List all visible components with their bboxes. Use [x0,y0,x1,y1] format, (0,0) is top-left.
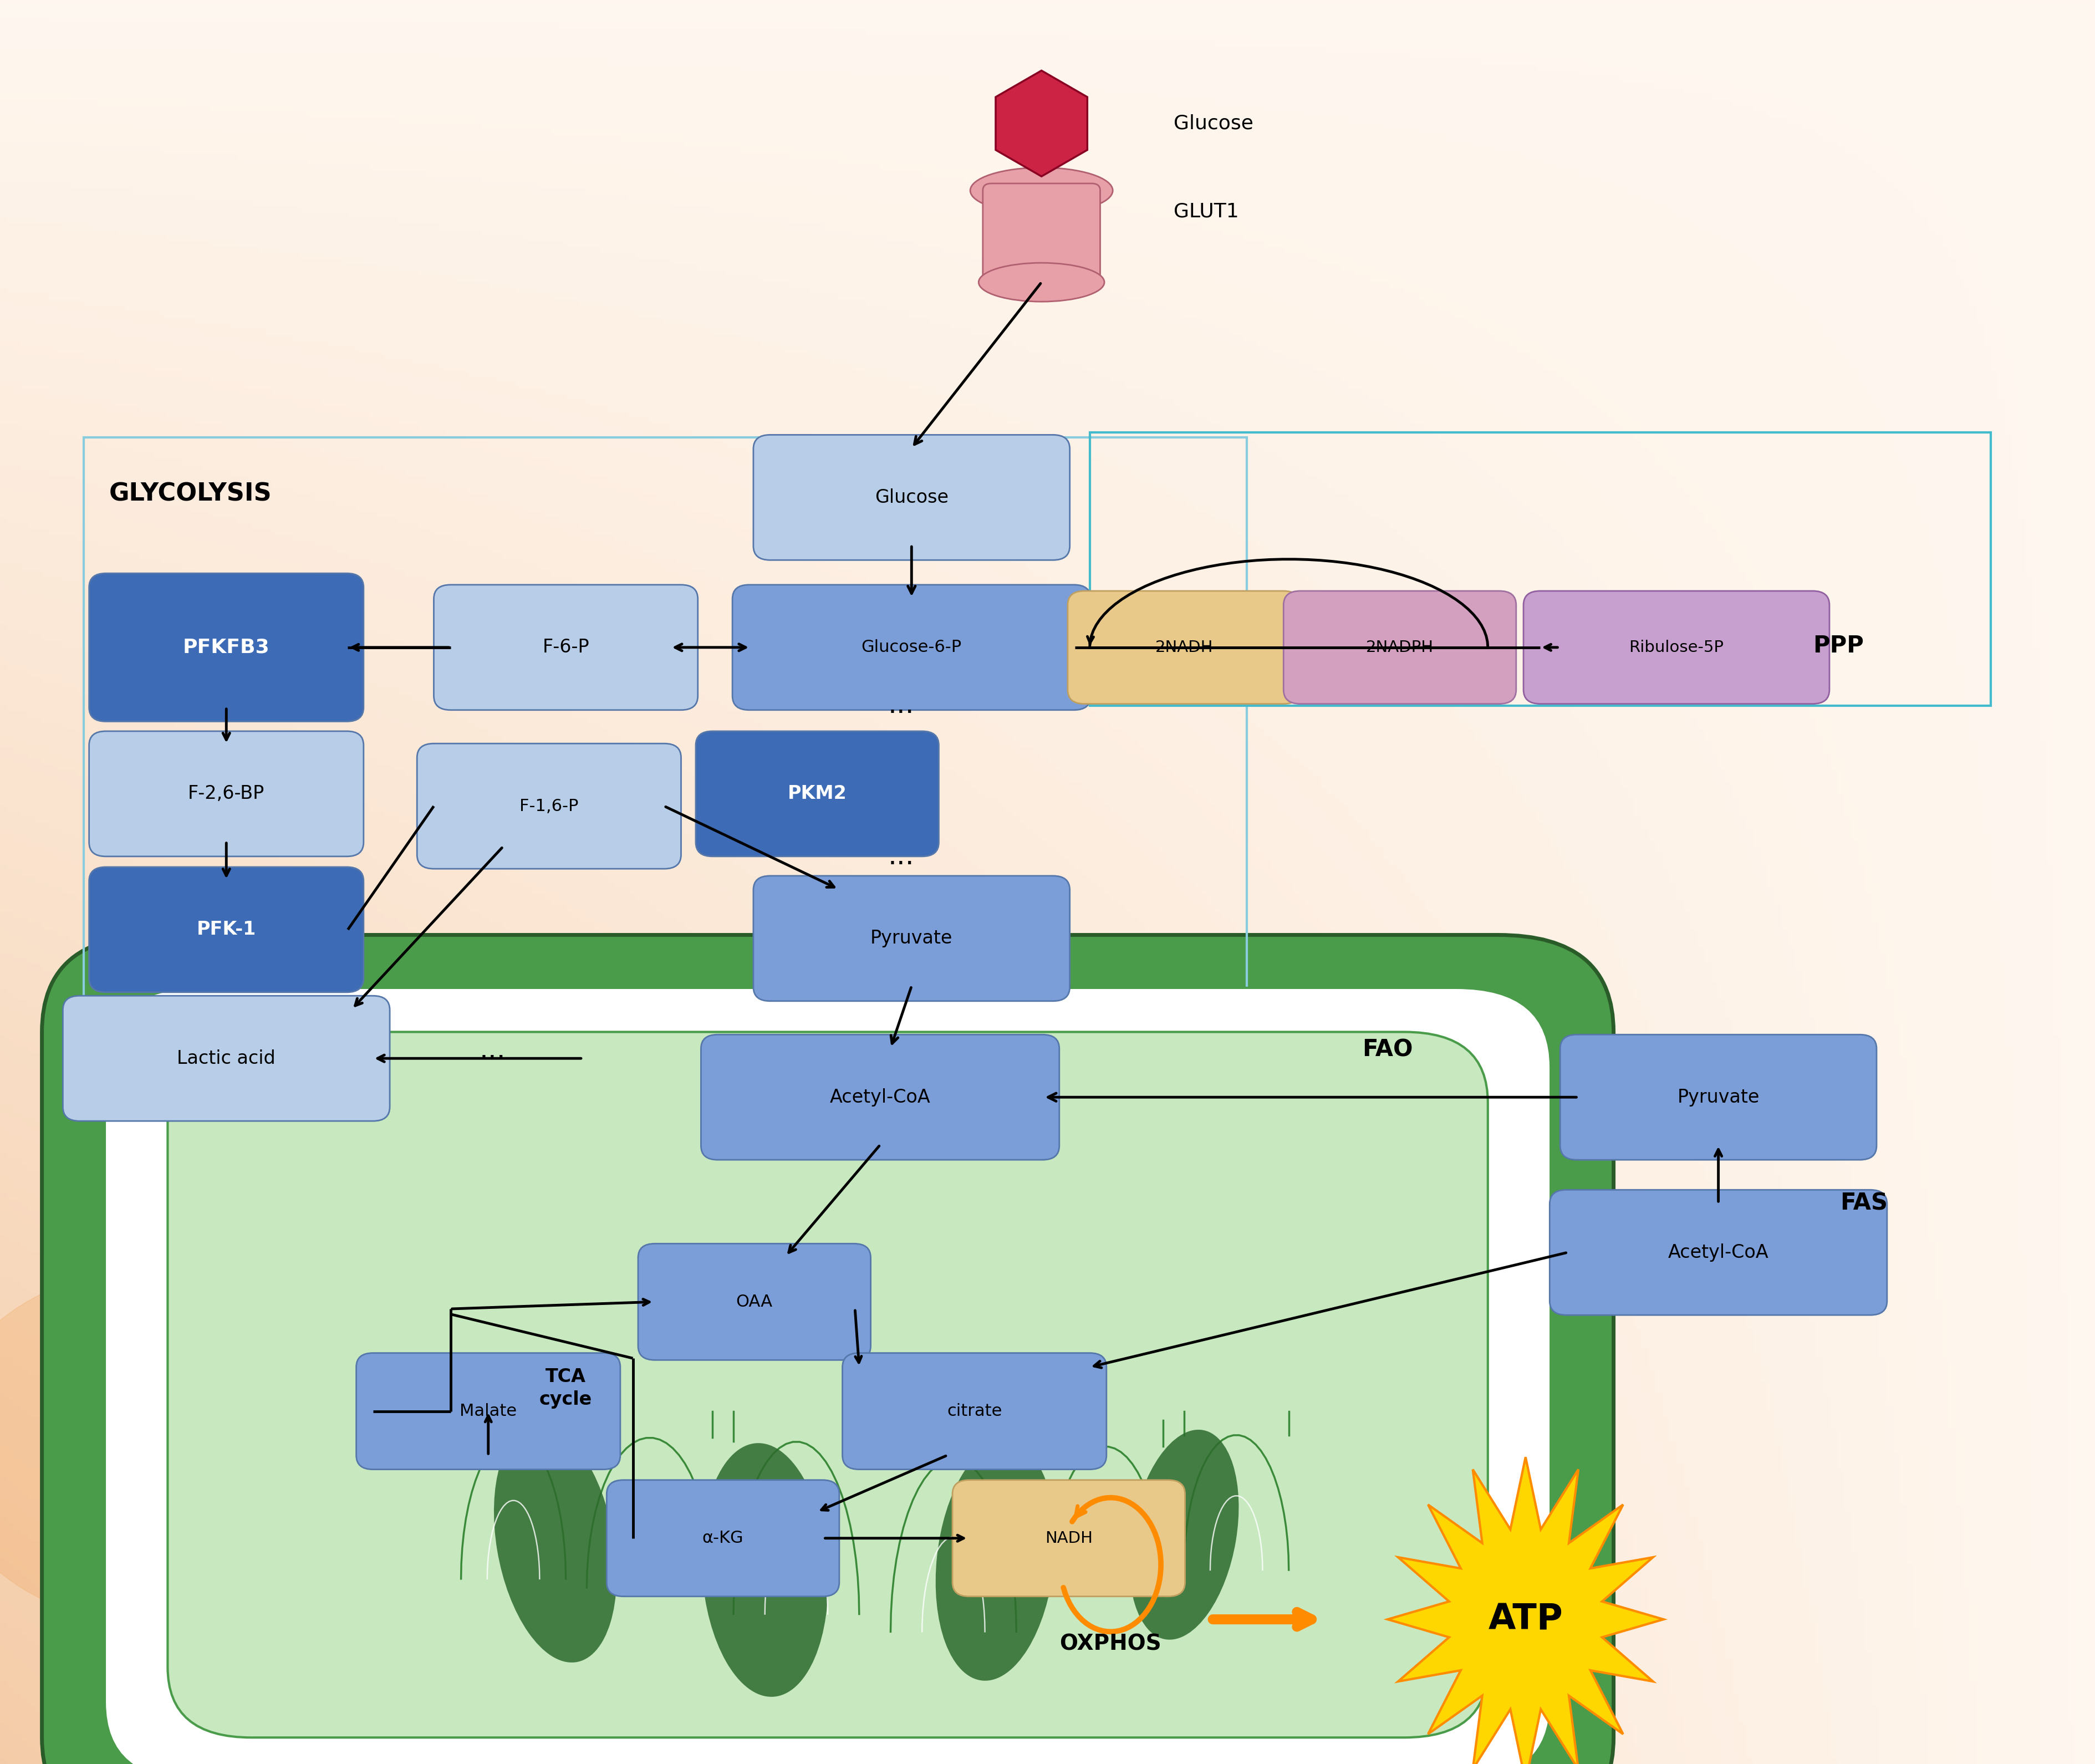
Text: PPP: PPP [1812,633,1862,658]
FancyBboxPatch shape [168,1032,1487,1738]
Text: Ribulose-5P: Ribulose-5P [1628,640,1724,654]
FancyBboxPatch shape [754,434,1068,559]
FancyBboxPatch shape [63,995,390,1122]
Text: Pyruvate: Pyruvate [869,930,953,947]
Text: citrate: citrate [947,1402,1001,1420]
Text: 2NADPH: 2NADPH [1366,640,1433,654]
Ellipse shape [978,263,1104,302]
Ellipse shape [970,168,1112,213]
FancyBboxPatch shape [88,868,365,991]
FancyBboxPatch shape [1548,1191,1886,1316]
FancyBboxPatch shape [754,875,1068,1002]
FancyBboxPatch shape [105,988,1550,1764]
Ellipse shape [702,1443,828,1697]
FancyBboxPatch shape [434,584,698,709]
FancyBboxPatch shape [731,584,1089,709]
FancyBboxPatch shape [417,744,681,868]
Text: Acetyl-CoA: Acetyl-CoA [1668,1244,1768,1261]
Ellipse shape [494,1425,616,1662]
Text: Malate: Malate [459,1402,517,1420]
Text: NADH: NADH [1045,1531,1091,1545]
Ellipse shape [1129,1429,1238,1641]
FancyBboxPatch shape [605,1480,838,1596]
Text: FAO: FAO [1362,1037,1412,1062]
FancyBboxPatch shape [842,1353,1106,1469]
Text: Pyruvate: Pyruvate [1676,1088,1760,1106]
FancyBboxPatch shape [88,730,365,856]
Text: OAA: OAA [735,1293,773,1311]
Text: TCA
cycle: TCA cycle [538,1367,593,1409]
Text: ···: ··· [480,1044,505,1073]
Text: F-2,6-BP: F-2,6-BP [189,785,264,803]
FancyBboxPatch shape [951,1480,1186,1596]
Circle shape [0,1270,356,1623]
Ellipse shape [934,1441,1056,1681]
FancyBboxPatch shape [1282,591,1517,704]
Text: Acetyl-CoA: Acetyl-CoA [830,1088,930,1106]
Text: Lactic acid: Lactic acid [176,1050,277,1067]
Polygon shape [995,71,1087,176]
Text: 2NADH: 2NADH [1154,640,1213,654]
Text: PFK-1: PFK-1 [197,921,256,938]
Text: F-6-P: F-6-P [543,639,589,656]
Text: PFKFB3: PFKFB3 [182,639,270,656]
FancyBboxPatch shape [1559,1034,1875,1161]
FancyBboxPatch shape [983,183,1100,289]
Text: OXPHOS: OXPHOS [1060,1633,1161,1655]
Polygon shape [1387,1457,1663,1764]
FancyBboxPatch shape [88,573,365,721]
Text: Glucose: Glucose [1173,115,1253,132]
Circle shape [105,1076,398,1323]
Text: F-1,6-P: F-1,6-P [520,797,578,815]
Text: ATP: ATP [1487,1602,1563,1637]
Text: PKM2: PKM2 [788,785,846,803]
FancyBboxPatch shape [42,935,1613,1764]
FancyBboxPatch shape [1523,591,1829,704]
Text: Glucose-6-P: Glucose-6-P [861,639,962,656]
Text: Glucose: Glucose [874,489,949,506]
Text: FAS: FAS [1839,1191,1888,1215]
Text: α-KG: α-KG [702,1529,744,1547]
FancyBboxPatch shape [356,1353,620,1469]
Text: ···: ··· [888,699,913,727]
FancyBboxPatch shape [696,730,939,856]
Text: GLYCOLYSIS: GLYCOLYSIS [109,482,272,506]
Text: ···: ··· [888,850,913,878]
Text: GLUT1: GLUT1 [1173,203,1238,220]
FancyBboxPatch shape [637,1244,869,1360]
FancyBboxPatch shape [700,1034,1058,1161]
FancyBboxPatch shape [1066,591,1299,704]
